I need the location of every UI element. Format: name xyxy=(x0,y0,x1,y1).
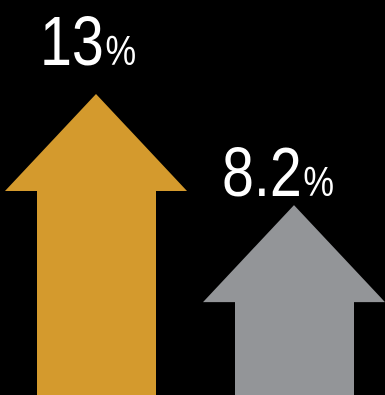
percent-sign: % xyxy=(105,27,137,74)
value-number: 8.2 xyxy=(222,133,302,211)
percent-sign: % xyxy=(303,158,335,205)
value-number: 13 xyxy=(40,2,104,80)
arrow-bar-13-percent xyxy=(5,94,187,395)
arrow-bar-8-2-percent xyxy=(203,205,385,395)
value-label-8-2-percent: 8.2% xyxy=(222,137,334,207)
value-label-13-percent: 13% xyxy=(40,6,136,76)
